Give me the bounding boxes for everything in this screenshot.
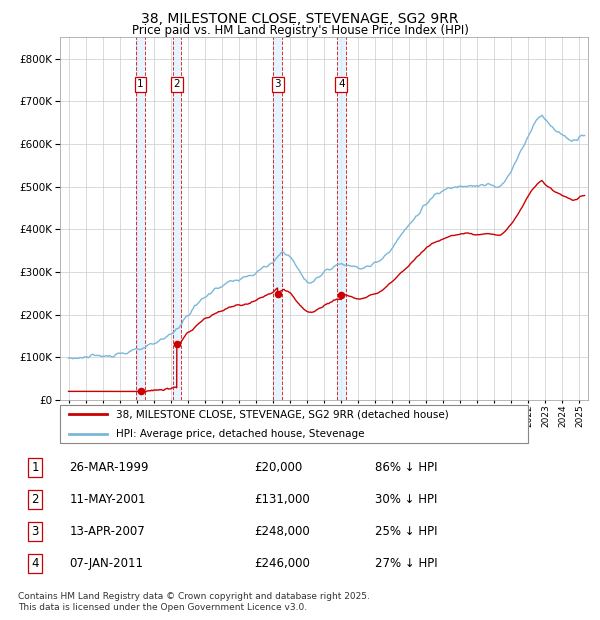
Text: 1: 1 [137,79,144,89]
Text: 07-JAN-2011: 07-JAN-2011 [70,557,143,570]
Bar [337,37,346,400]
Text: 1: 1 [31,461,39,474]
Text: 11-MAY-2001: 11-MAY-2001 [70,493,146,506]
Text: 2: 2 [31,493,39,506]
Text: 3: 3 [274,79,281,89]
Text: HPI: Average price, detached house, Stevenage: HPI: Average price, detached house, Stev… [116,428,365,439]
Point [172,339,182,349]
Bar [136,37,145,400]
Text: 27% ↓ HPI: 27% ↓ HPI [375,557,437,570]
Text: 30% ↓ HPI: 30% ↓ HPI [375,493,437,506]
Text: 25% ↓ HPI: 25% ↓ HPI [375,525,437,538]
Bar [173,37,181,400]
Text: Contains HM Land Registry data © Crown copyright and database right 2025.
This d: Contains HM Land Registry data © Crown c… [18,592,370,611]
Point [136,386,145,396]
Text: 86% ↓ HPI: 86% ↓ HPI [375,461,437,474]
Text: £131,000: £131,000 [254,493,310,506]
Text: 38, MILESTONE CLOSE, STEVENAGE, SG2 9RR: 38, MILESTONE CLOSE, STEVENAGE, SG2 9RR [141,12,459,27]
Text: £246,000: £246,000 [254,557,310,570]
Text: 4: 4 [338,79,344,89]
Bar [274,37,282,400]
Text: £248,000: £248,000 [254,525,310,538]
Text: 2: 2 [173,79,180,89]
Point [273,289,283,299]
Text: 4: 4 [31,557,39,570]
FancyBboxPatch shape [60,405,528,443]
Text: £20,000: £20,000 [254,461,302,474]
Text: 13-APR-2007: 13-APR-2007 [70,525,145,538]
Text: Price paid vs. HM Land Registry's House Price Index (HPI): Price paid vs. HM Land Registry's House … [131,24,469,37]
Text: 3: 3 [31,525,39,538]
Text: 26-MAR-1999: 26-MAR-1999 [70,461,149,474]
Text: 38, MILESTONE CLOSE, STEVENAGE, SG2 9RR (detached house): 38, MILESTONE CLOSE, STEVENAGE, SG2 9RR … [116,409,449,420]
Point [337,290,346,300]
